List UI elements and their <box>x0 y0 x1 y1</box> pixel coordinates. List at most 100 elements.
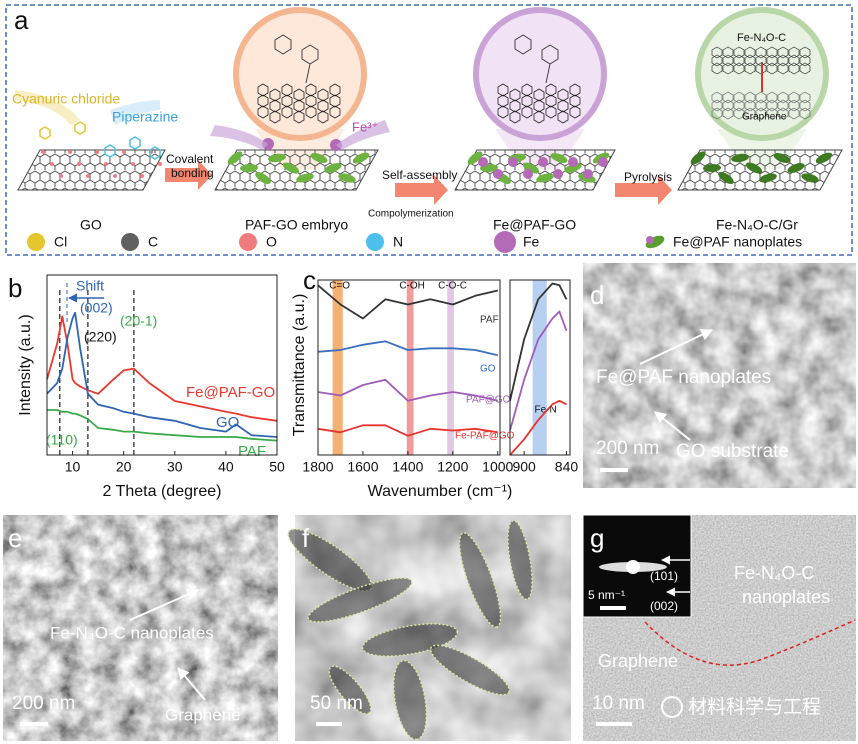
fe-dot <box>478 157 488 167</box>
x-axis-label: Wavenumber (cm⁻¹) <box>368 483 513 500</box>
panel-label: a <box>14 5 29 35</box>
nanoplate-outline <box>458 532 502 628</box>
graphene-hex <box>722 107 734 120</box>
step-label: Pyrolysis <box>624 170 672 184</box>
nanoplate <box>352 152 370 164</box>
annotation: (002) <box>80 300 113 316</box>
ring <box>293 110 305 124</box>
stage-label: PAF-GO embryo <box>245 217 348 233</box>
nanoplate-shadow <box>430 645 510 695</box>
fe-dot <box>508 157 518 167</box>
x-tick-label: 30 <box>167 459 183 475</box>
fe-dot <box>598 157 608 167</box>
ring <box>569 83 581 97</box>
graphene-hex <box>755 99 767 112</box>
oxygen-dot <box>104 162 108 166</box>
fe-dot <box>568 157 578 167</box>
molecule <box>104 144 116 158</box>
nanoplate <box>536 173 554 183</box>
fe-dot <box>523 169 533 179</box>
x-tick-label: 50 <box>269 459 285 475</box>
ring <box>497 94 509 108</box>
oxygen-dot <box>131 162 135 166</box>
oxygen-dot <box>113 174 117 178</box>
ring <box>497 105 509 119</box>
series-line <box>47 409 278 442</box>
series-line <box>317 378 499 402</box>
legend-label: C <box>148 234 158 250</box>
ring <box>281 83 293 97</box>
ring <box>329 83 341 97</box>
nanoplate <box>801 173 819 183</box>
stage-label: GO <box>80 217 102 233</box>
graphene-hex <box>755 107 767 120</box>
annotation: (110) <box>46 432 78 448</box>
ring <box>569 105 581 119</box>
ion-label: Fe³⁺ <box>352 119 378 134</box>
panel-label: g <box>590 523 604 553</box>
series-line <box>46 311 278 438</box>
graphene-hex <box>799 62 811 75</box>
series-line <box>317 340 499 357</box>
band <box>406 280 414 455</box>
nanoplate-shadow <box>329 666 371 714</box>
y-axis-label: Intensity (a.u.) <box>17 314 34 415</box>
graphene-hex <box>788 46 800 59</box>
linker <box>274 34 319 84</box>
y-axis-label: Transmittance (a.u.) <box>291 294 308 437</box>
graphene-hex <box>744 62 756 75</box>
scale-label: 200 nm <box>12 693 75 714</box>
ring <box>269 99 281 113</box>
legend-swatch <box>646 236 654 244</box>
step-label: Covalent <box>166 152 214 166</box>
scale-bar <box>600 468 628 472</box>
nanoplate-outline <box>328 665 372 715</box>
plot-frame <box>509 279 571 456</box>
sem-image <box>583 263 856 488</box>
watermark-icon <box>661 696 683 718</box>
series-label: GO <box>480 364 496 375</box>
series-line <box>509 282 568 402</box>
legend-swatch <box>239 233 257 251</box>
graphene-hex <box>755 54 767 67</box>
annotation: (220) <box>84 329 117 345</box>
graphene-hex <box>711 99 723 112</box>
oxygen-dot <box>86 174 90 178</box>
ring <box>497 83 509 97</box>
nanoplate-outline <box>429 644 511 696</box>
graphene-hex <box>788 54 800 67</box>
graphene-hex <box>777 54 789 67</box>
oxygen-dot <box>140 174 144 178</box>
nanoplate-shadow <box>308 578 412 622</box>
ring <box>281 94 293 108</box>
band <box>332 280 343 455</box>
graphene-hex <box>711 91 723 104</box>
panel-label: d <box>590 280 604 310</box>
ring <box>317 110 329 124</box>
nanoplate <box>282 162 300 174</box>
graphene-hex <box>766 46 778 59</box>
graphene-sheet <box>17 149 166 191</box>
graphene-hex <box>766 107 778 120</box>
nanoplate <box>815 152 833 164</box>
ring <box>257 105 269 119</box>
graphene-hex <box>755 46 767 59</box>
process-arrow <box>615 175 672 205</box>
x-tick-label: 1400 <box>392 459 423 475</box>
ring <box>293 88 305 102</box>
graphene-hex <box>733 46 745 59</box>
ring <box>269 88 281 102</box>
panel-a-frame <box>5 4 853 256</box>
graphene-hex <box>744 54 756 67</box>
graphene-hex <box>711 62 723 75</box>
ring <box>545 83 557 97</box>
nanoplate <box>564 163 582 173</box>
graphene-hex <box>777 46 789 59</box>
legend-swatch <box>366 233 384 251</box>
light-beam <box>210 125 268 150</box>
nanoplate-outline <box>392 659 428 741</box>
ring <box>329 105 341 119</box>
graphene-hex <box>777 99 789 112</box>
ring <box>509 99 521 113</box>
light-beam <box>336 120 390 150</box>
